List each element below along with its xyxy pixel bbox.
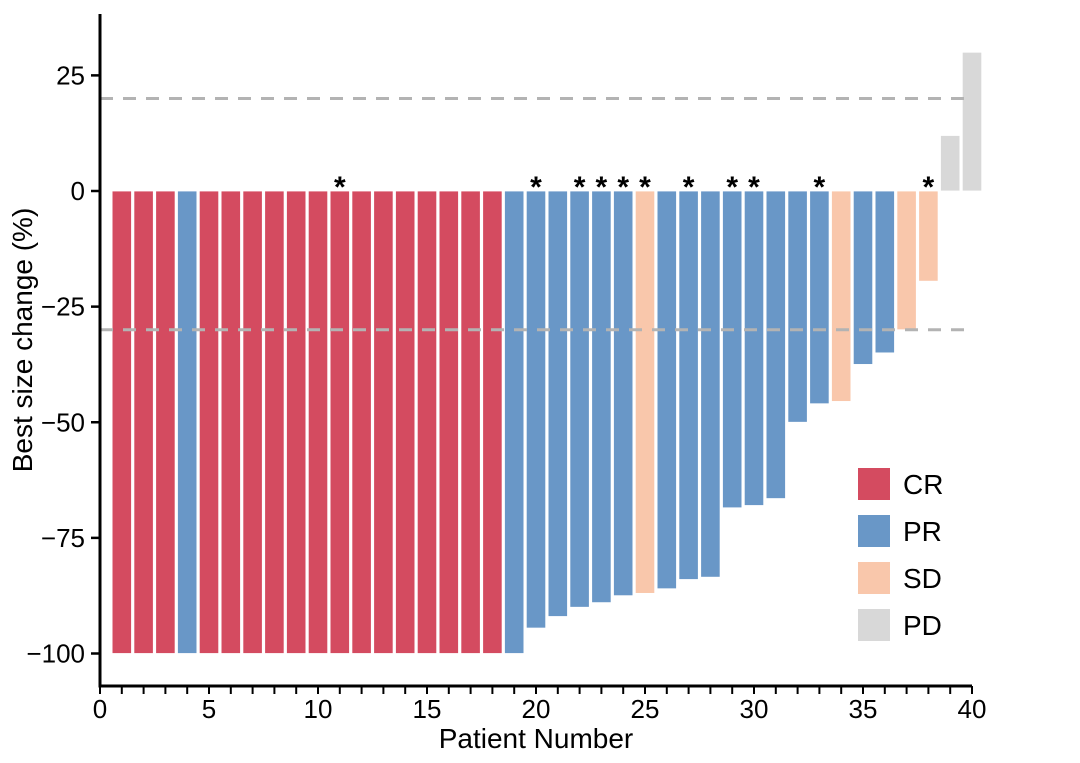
x-tick-label: 25 bbox=[631, 694, 660, 724]
x-tick-label: 35 bbox=[849, 694, 878, 724]
bar-patient-35 bbox=[852, 190, 874, 365]
bar-patient-10 bbox=[307, 190, 329, 654]
bar-patient-13 bbox=[373, 190, 394, 654]
bar-patient-38 bbox=[918, 190, 939, 282]
asterisk-patient-25: * bbox=[639, 171, 651, 204]
bar-patient-14 bbox=[395, 190, 416, 654]
x-tick-label: 5 bbox=[202, 694, 216, 724]
legend-swatch-pd bbox=[858, 609, 890, 641]
bar-patient-16 bbox=[438, 190, 459, 654]
bar-patient-25 bbox=[634, 190, 656, 594]
bar-patient-31 bbox=[765, 190, 786, 499]
x-tick-label: 20 bbox=[522, 694, 551, 724]
legend-group: CR PR SD PD bbox=[858, 468, 943, 641]
bar-patient-30 bbox=[743, 190, 765, 506]
bar-patient-33 bbox=[809, 190, 830, 405]
bar-patient-8 bbox=[264, 190, 285, 654]
y-tick-label: −25 bbox=[41, 292, 85, 322]
bar-patient-28 bbox=[700, 190, 721, 578]
x-tick-label: 10 bbox=[304, 694, 333, 724]
reference-lines-group bbox=[100, 97, 972, 332]
bar-patient-17 bbox=[460, 190, 481, 654]
y-tick-label: −75 bbox=[41, 523, 85, 553]
asterisk-patient-24: * bbox=[617, 171, 629, 204]
bar-patient-22 bbox=[569, 190, 590, 608]
asterisk-patient-11: * bbox=[334, 171, 346, 204]
axes-group: 25 0 −25 −50 −75 −100 0 5 10 15 20 25 30 35 40 bbox=[26, 14, 986, 724]
x-tick-label: 0 bbox=[93, 694, 107, 724]
bar-patient-36 bbox=[874, 190, 895, 354]
legend-label-cr: CR bbox=[903, 469, 943, 500]
bar-patient-34 bbox=[831, 190, 852, 402]
legend-label-pr: PR bbox=[903, 516, 942, 547]
bar-patient-5 bbox=[198, 190, 220, 654]
y-tick-label: 0 bbox=[71, 176, 85, 206]
bar-patient-15 bbox=[416, 190, 438, 654]
asterisk-annotations-group: * * * * * * * * * * * bbox=[334, 171, 935, 204]
bar-patient-3 bbox=[155, 190, 176, 654]
asterisk-patient-30: * bbox=[748, 171, 760, 204]
asterisk-patient-38: * bbox=[923, 171, 935, 204]
bar-patient-32 bbox=[787, 190, 808, 423]
asterisk-patient-27: * bbox=[683, 171, 695, 204]
legend-label-pd: PD bbox=[903, 610, 942, 641]
y-tick-label: −100 bbox=[26, 639, 85, 669]
bar-patient-24 bbox=[613, 190, 634, 597]
legend-item-sd: SD bbox=[858, 562, 942, 594]
bar-patient-37 bbox=[896, 190, 917, 331]
y-tick-label: −50 bbox=[41, 407, 85, 437]
legend-item-pr: PR bbox=[858, 515, 942, 547]
bar-patient-20 bbox=[525, 190, 547, 629]
bar-patient-9 bbox=[286, 190, 307, 654]
bar-patient-26 bbox=[656, 190, 677, 590]
bar-patient-21 bbox=[547, 190, 568, 617]
x-tick-label: 40 bbox=[958, 694, 987, 724]
bar-patient-29 bbox=[722, 190, 743, 509]
bar-patient-11 bbox=[329, 190, 350, 654]
bar-patient-27 bbox=[678, 190, 699, 580]
asterisk-patient-22: * bbox=[574, 171, 586, 204]
bar-patient-39 bbox=[940, 135, 961, 192]
legend-swatch-pr bbox=[858, 515, 890, 547]
legend-swatch-cr bbox=[858, 468, 890, 500]
y-axis-title: Best size change (%) bbox=[7, 208, 38, 473]
bar-patient-4 bbox=[177, 190, 198, 654]
asterisk-patient-29: * bbox=[726, 171, 738, 204]
bar-patient-23 bbox=[591, 190, 612, 604]
x-tick-label: 30 bbox=[740, 694, 769, 724]
x-tick-label: 15 bbox=[413, 694, 442, 724]
x-axis-title: Patient Number bbox=[439, 723, 634, 754]
legend-item-pd: PD bbox=[858, 609, 942, 641]
bar-patient-7 bbox=[242, 190, 263, 654]
bar-patient-12 bbox=[351, 190, 372, 654]
bar-patient-1 bbox=[111, 190, 132, 654]
bar-patient-40 bbox=[961, 51, 983, 192]
legend-swatch-sd bbox=[858, 562, 890, 594]
bar-patient-2 bbox=[133, 190, 154, 654]
legend-item-cr: CR bbox=[858, 468, 943, 500]
asterisk-patient-33: * bbox=[814, 171, 826, 204]
asterisk-patient-23: * bbox=[596, 171, 608, 204]
bar-patient-6 bbox=[220, 190, 241, 654]
y-tick-label: 25 bbox=[56, 60, 85, 90]
asterisk-patient-20: * bbox=[530, 171, 542, 204]
bar-patient-19 bbox=[504, 190, 525, 654]
legend-label-sd: SD bbox=[903, 563, 942, 594]
bars-group bbox=[111, 51, 983, 654]
bar-patient-18 bbox=[482, 190, 503, 654]
